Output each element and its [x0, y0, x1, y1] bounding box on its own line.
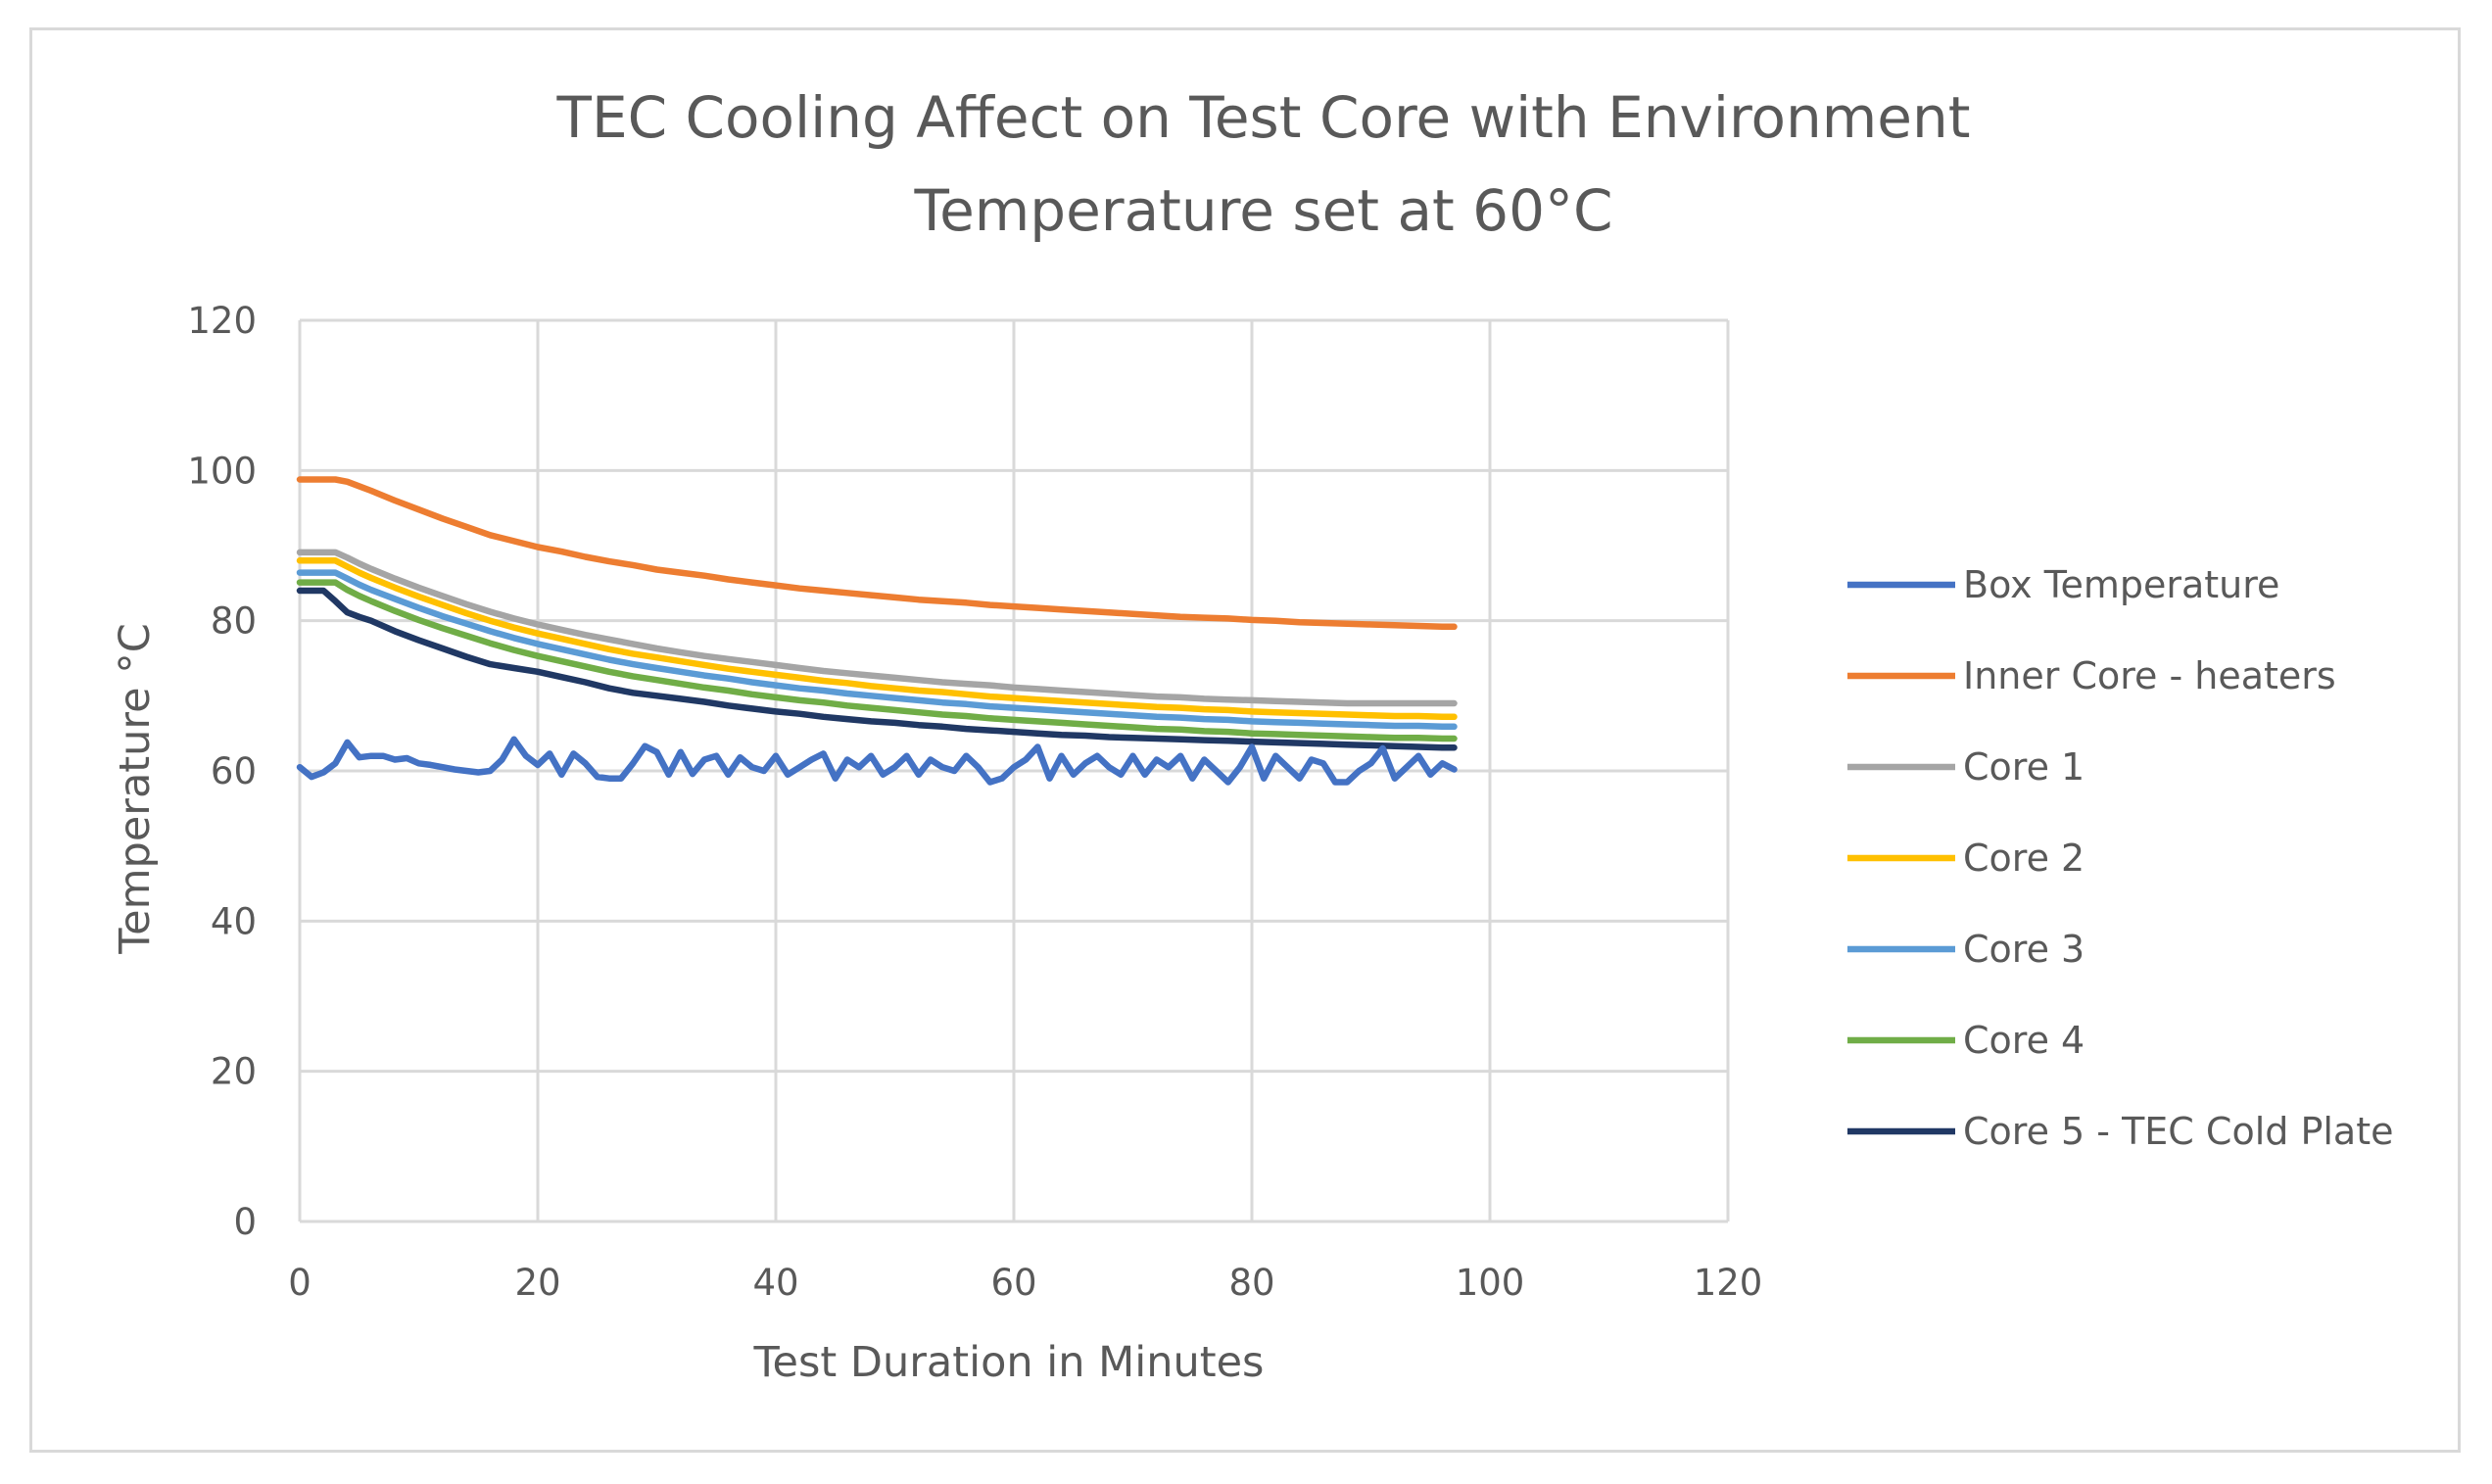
legend-label-inner-core-heaters: Inner Core - heaters — [1963, 654, 2336, 697]
y-tick-label-2: 40 — [211, 900, 257, 942]
x-tick-label-2: 40 — [752, 1262, 798, 1304]
x-tick-label-6: 120 — [1694, 1262, 1763, 1304]
series-line-inner-core-heaters — [296, 476, 1458, 631]
x-tick-label-5: 100 — [1456, 1262, 1525, 1304]
x-tick-label-4: 80 — [1228, 1262, 1274, 1304]
y-tick-label-1: 20 — [211, 1051, 257, 1093]
series-line-core-1 — [296, 549, 1458, 707]
legend-label-core-4: Core 4 — [1963, 1019, 2085, 1062]
series-line-box-temperature — [296, 736, 1458, 786]
legend-label-core-5-tec-cold-plate: Core 5 - TEC Cold Plate — [1963, 1110, 2394, 1153]
y-axis-label: Temperature °C — [111, 623, 160, 955]
series-line-core-3 — [296, 569, 1458, 731]
x-tick-label-1: 20 — [514, 1262, 560, 1304]
legend-label-core-2: Core 2 — [1963, 837, 2085, 880]
series-line-core-5-tec-cold-plate — [296, 587, 1458, 751]
x-tick-label-3: 60 — [990, 1262, 1036, 1304]
chart-title-line-1: TEC Cooling Affect on Test Core with Env… — [556, 84, 1971, 151]
x-tick-label-0: 0 — [288, 1262, 312, 1304]
legend-label-box-temperature: Box Temperature — [1963, 563, 2279, 606]
y-tick-label-5: 100 — [187, 450, 257, 492]
x-axis-label: Test Duration in Minutes — [753, 1338, 1265, 1387]
y-tick-label-3: 60 — [211, 750, 257, 792]
plot-area — [296, 476, 1458, 786]
gridlines — [298, 318, 1730, 1223]
legend-label-core-1: Core 1 — [1963, 745, 2085, 789]
y-tick-label-0: 0 — [233, 1201, 257, 1243]
y-tick-label-6: 120 — [187, 300, 257, 342]
legend-label-core-3: Core 3 — [1963, 928, 2085, 971]
series-line-core-4 — [296, 579, 1458, 742]
y-axis-ticks: 0 20 40 60 80 100 120 — [187, 300, 257, 1243]
x-axis-ticks: 0 20 40 60 80 100 120 — [288, 1262, 1762, 1304]
legend: Box Temperature Inner Core - heaters Core … — [1847, 563, 2394, 1153]
chart-title-line-2: Temperature set at 60°C — [914, 177, 1613, 244]
series-line-core-2 — [296, 557, 1458, 721]
y-tick-label-4: 80 — [211, 600, 257, 643]
